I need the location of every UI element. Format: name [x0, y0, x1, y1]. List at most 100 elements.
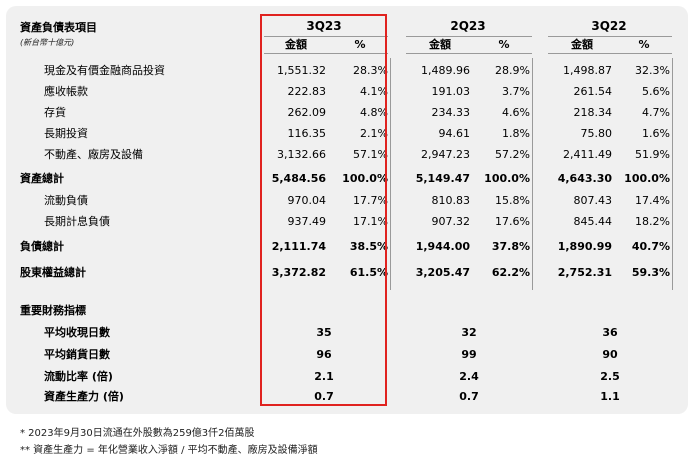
cell: 1,489.96 [421, 64, 470, 77]
cell: 262.09 [287, 106, 327, 119]
cell: 970.04 [287, 194, 327, 207]
row-label: 不動產、廠房及設備 [44, 148, 143, 161]
cell: 57.2% [495, 148, 530, 161]
cell: 937.49 [287, 215, 327, 228]
cell: 2.1% [360, 127, 388, 140]
cell: 59.3% [631, 266, 670, 279]
period-header: 3Q23 [306, 19, 342, 33]
cell: 261.54 [573, 85, 613, 98]
cell: 17.6% [495, 215, 530, 228]
amount-header: 金額 [285, 38, 307, 51]
header-rule [548, 53, 672, 54]
cell: 51.9% [635, 148, 670, 161]
amount-header: 金額 [429, 38, 451, 51]
table-title: 資產負債表項目 [20, 21, 97, 34]
table-row: 長期計息負債 937.49 17.1% 907.32 17.6% 845.44 … [0, 213, 694, 231]
cell: 100.0% [484, 172, 530, 185]
footnote: * 2023年9月30日流通在外股數為259億3仟2佰萬股 [20, 428, 255, 439]
cell: 3,205.47 [415, 266, 470, 279]
table-row: 股東權益總計 3,372.82 61.5% 3,205.47 62.2% 2,7… [0, 264, 694, 282]
cell: 2,411.49 [563, 148, 612, 161]
cell: 57.1% [353, 148, 388, 161]
header-rule [548, 36, 672, 37]
unit-label: (新台幣十億元) [20, 38, 75, 47]
cell: 3.7% [502, 85, 530, 98]
pct-header: % [638, 38, 650, 51]
cell: 845.44 [573, 215, 613, 228]
table-row: 負債總計 2,111.74 38.5% 1,944.00 37.8% 1,890… [0, 238, 694, 256]
cell: 3,132.66 [277, 148, 326, 161]
cell: 1.1 [600, 390, 620, 403]
cell: 75.80 [580, 127, 613, 140]
column-divider [390, 58, 391, 290]
cell: 18.2% [635, 215, 670, 228]
row-label: 負債總計 [20, 240, 64, 253]
cell: 100.0% [342, 172, 388, 185]
table-row: 平均收現日數 35 32 36 [0, 324, 694, 342]
cell: 5.6% [642, 85, 670, 98]
cell: 2,947.23 [421, 148, 470, 161]
cell: 35 [316, 326, 332, 339]
row-label: 資產總計 [20, 172, 64, 185]
cell: 2.4 [459, 370, 479, 383]
table-row: 現金及有價金融商品投資 1,551.32 28.3% 1,489.96 28.9… [0, 62, 694, 80]
cell: 32 [461, 326, 477, 339]
cell: 4.7% [642, 106, 670, 119]
cell: 4,643.30 [557, 172, 612, 185]
cell: 1.8% [502, 127, 530, 140]
table-row: 不動產、廠房及設備 3,132.66 57.1% 2,947.23 57.2% … [0, 146, 694, 164]
period-header: 2Q23 [450, 19, 486, 33]
table-row: 流動比率 (倍) 2.1 2.4 2.5 [0, 368, 694, 386]
column-divider [532, 58, 533, 290]
cell: 4.8% [360, 106, 388, 119]
table-row: 流動負債 970.04 17.7% 810.83 15.8% 807.43 17… [0, 192, 694, 210]
row-label: 長期計息負債 [44, 215, 110, 228]
table-row: 應收帳款 222.83 4.1% 191.03 3.7% 261.54 5.6% [0, 83, 694, 101]
cell: 99 [461, 348, 477, 361]
cell: 0.7 [314, 390, 334, 403]
header-rule [406, 36, 532, 37]
indicators-section: 重要財務指標 [0, 302, 694, 320]
row-label: 股東權益總計 [20, 266, 86, 279]
cell: 4.6% [502, 106, 530, 119]
header-rule [264, 36, 388, 37]
cell: 116.35 [287, 127, 327, 140]
row-label: 資產生產力 (倍) [44, 390, 124, 403]
table-row: 長期投資 116.35 2.1% 94.61 1.8% 75.80 1.6% [0, 125, 694, 143]
cell: 15.8% [495, 194, 530, 207]
cell: 810.83 [431, 194, 471, 207]
cell: 17.4% [635, 194, 670, 207]
cell: 2,111.74 [271, 240, 326, 253]
row-label: 現金及有價金融商品投資 [44, 64, 165, 77]
cell: 100.0% [624, 172, 670, 185]
column-divider [672, 58, 673, 290]
cell: 40.7% [631, 240, 670, 253]
cell: 62.2% [491, 266, 530, 279]
table-row: 存貨 262.09 4.8% 234.33 4.6% 218.34 4.7% [0, 104, 694, 122]
header-rule [264, 53, 388, 54]
pct-header: % [498, 38, 510, 51]
row-label: 平均銷貨日數 [44, 348, 110, 361]
cell: 222.83 [287, 85, 327, 98]
cell: 191.03 [431, 85, 471, 98]
table-panel [6, 6, 688, 414]
row-label: 流動比率 (倍) [44, 370, 113, 383]
cell: 3,372.82 [271, 266, 326, 279]
footnote: ** 資產生產力 = 年化營業收入淨額 / 平均不動產、廠房及設備淨額 [20, 445, 318, 456]
table-row: 平均銷貨日數 96 99 90 [0, 346, 694, 364]
row-label: 流動負債 [44, 194, 88, 207]
cell: 28.3% [353, 64, 388, 77]
row-label: 應收帳款 [44, 85, 88, 98]
cell: 61.5% [349, 266, 388, 279]
cell: 5,484.56 [271, 172, 326, 185]
cell: 94.61 [438, 127, 471, 140]
cell: 0.7 [459, 390, 479, 403]
header-rule [406, 53, 532, 54]
cell: 17.1% [353, 215, 388, 228]
cell: 36 [602, 326, 618, 339]
table-row: 資產總計 5,484.56 100.0% 5,149.47 100.0% 4,6… [0, 170, 694, 188]
period-header: 3Q22 [591, 19, 627, 33]
cell: 32.3% [635, 64, 670, 77]
cell: 4.1% [360, 85, 388, 98]
cell: 907.32 [431, 215, 471, 228]
